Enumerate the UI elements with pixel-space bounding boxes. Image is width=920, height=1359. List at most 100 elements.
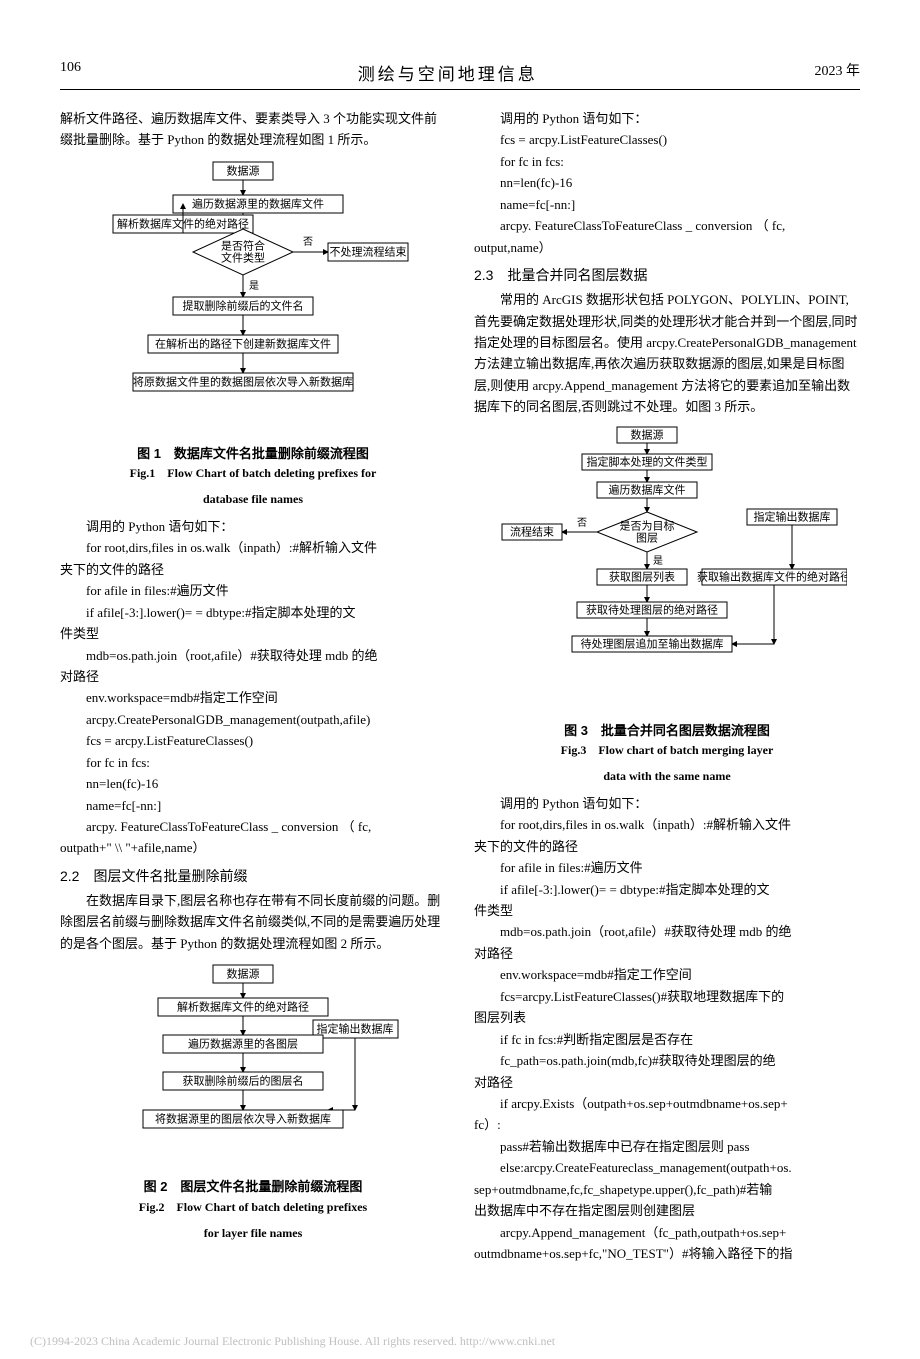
code1-l8: for fc in fcs: — [60, 752, 446, 773]
figure-3-flowchart: 数据源 指定脚本处理的文件类型 遍历数据库文件 是否为目标 图层 否 流程结束 … — [487, 424, 847, 714]
code1-l3b: 件类型 — [60, 623, 446, 644]
svg-text:获取删除前缀后的图层名: 获取删除前缀后的图层名 — [183, 1074, 304, 1088]
c3-l6b: 图层列表 — [474, 1007, 860, 1028]
svg-text:获取输出数据库文件的绝对路径: 获取输出数据库文件的绝对路径 — [697, 569, 847, 583]
svg-text:数据源: 数据源 — [227, 163, 260, 177]
section-2-2-heading: 2.2 图层文件名批量删除前缀 — [60, 865, 446, 888]
fig3-caption-en1: Fig.3 Flow chart of batch merging layer — [474, 741, 860, 761]
rc-l3: nn=len(fc)-16 — [474, 172, 860, 193]
code1-l5: env.workspace=mdb#指定工作空间 — [60, 687, 446, 708]
code1-l1b: 夹下的文件的路径 — [60, 559, 446, 580]
svg-text:否: 否 — [577, 517, 587, 529]
c3-l5: env.workspace=mdb#指定工作空间 — [474, 964, 860, 985]
fig1-caption-en2: database file names — [60, 490, 446, 510]
c3-l4: mdb=os.path.join（root,afile）#获取待处理 mdb 的… — [474, 921, 860, 942]
svg-text:遍历数据库文件: 遍历数据库文件 — [609, 482, 686, 496]
right-column: 调用的 Python 语句如下： fcs = arcpy.ListFeature… — [474, 108, 860, 1264]
fig2-caption-en2: for layer file names — [60, 1224, 446, 1244]
figure-2-flowchart: 数据源 解析数据库文件的绝对路径 指定输出数据库 遍历数据源里的各图层 获取删除… — [103, 960, 403, 1170]
p22: 在数据库目录下,图层名称也存在带有不同长度前缀的问题。删除图层名前缀与删除数据库… — [60, 890, 446, 954]
figure-1-flowchart: 数据源 遍历数据源里的数据库文件 解析数据库文件的绝对路径 是否符合 文件类型 … — [93, 157, 413, 437]
journal-title: 测绘与空间地理信息 — [358, 60, 538, 85]
c3-l2: for afile in files:#遍历文件 — [474, 857, 860, 878]
svg-text:是: 是 — [653, 555, 663, 567]
c3-l3: if afile[-3:].lower()= = dbtype:#指定脚本处理的… — [474, 879, 860, 900]
svg-text:不处理流程结束: 不处理流程结束 — [330, 244, 407, 258]
c3-l12b: outmdbname+os.sep+fc,"NO_TEST"）#将输入路径下的指 — [474, 1243, 860, 1264]
svg-text:将数据源里的图层依次导入新数据库: 将数据源里的图层依次导入新数据库 — [155, 1112, 331, 1126]
fig2-caption-en1: Fig.2 Flow Chart of batch deleting prefi… — [60, 1198, 446, 1218]
svg-text:指定输出数据库: 指定输出数据库 — [317, 1022, 394, 1036]
c3-l0: 调用的 Python 语句如下： — [474, 793, 860, 814]
svg-text:在解析出的路径下创建新数据库文件: 在解析出的路径下创建新数据库文件 — [155, 336, 331, 350]
c3-l11c: 出数据库中不存在指定图层则创建图层 — [474, 1200, 860, 1221]
rc-l2: for fc in fcs: — [474, 151, 860, 172]
svg-text:遍历数据源里的各图层: 遍历数据源里的各图层 — [188, 1037, 298, 1051]
svg-text:遍历数据源里的数据库文件: 遍历数据源里的数据库文件 — [192, 196, 324, 210]
page-number: 106 — [60, 60, 81, 85]
page-header: 106 测绘与空间地理信息 2023 年 — [60, 60, 860, 90]
code1-l4: mdb=os.path.join（root,afile）#获取待处理 mdb 的… — [60, 645, 446, 666]
svg-text:否: 否 — [303, 236, 313, 248]
code1-l1: for root,dirs,files in os.walk（inpath）:#… — [60, 537, 446, 558]
fig3-caption-cn: 图 3 批量合并同名图层数据流程图 — [474, 720, 860, 741]
rc-l0: 调用的 Python 语句如下： — [474, 108, 860, 129]
fig3-caption-en2: data with the same name — [474, 767, 860, 787]
rc-l5: arcpy. FeatureClassToFeatureClass _ conv… — [474, 215, 860, 236]
svg-text:待处理图层追加至输出数据库: 待处理图层追加至输出数据库 — [581, 636, 724, 650]
svg-text:是否为目标: 是否为目标 — [620, 518, 675, 532]
code1-l0: 调用的 Python 语句如下： — [60, 516, 446, 537]
page-container: 106 测绘与空间地理信息 2023 年 解析文件路径、遍历数据库文件、要素类导… — [0, 0, 920, 1304]
c3-l11: else:arcpy.CreateFeatureclass_management… — [474, 1157, 860, 1178]
svg-text:流程结束: 流程结束 — [510, 524, 554, 538]
svg-text:数据源: 数据源 — [227, 967, 260, 981]
code1-l3: if afile[-3:].lower()= = dbtype:#指定脚本处理的… — [60, 602, 446, 623]
svg-text:数据源: 数据源 — [631, 427, 664, 441]
c3-l9: if arcpy.Exists（outpath+os.sep+outmdbnam… — [474, 1093, 860, 1114]
svg-text:解析数据库文件的绝对路径: 解析数据库文件的绝对路径 — [177, 1000, 309, 1014]
code1-l11b: outpath+" \\ "+afile,name） — [60, 837, 446, 858]
c3-l8: fc_path=os.path.join(mdb,fc)#获取待处理图层的绝 — [474, 1050, 860, 1071]
rc-l1: fcs = arcpy.ListFeatureClasses() — [474, 129, 860, 150]
svg-text:获取待处理图层的绝对路径: 获取待处理图层的绝对路径 — [586, 602, 718, 616]
c3-l10: pass#若输出数据库中已存在指定图层则 pass — [474, 1136, 860, 1157]
fig2-caption-cn: 图 2 图层文件名批量删除前缀流程图 — [60, 1176, 446, 1197]
c3-l1: for root,dirs,files in os.walk（inpath）:#… — [474, 814, 860, 835]
fig1-caption-cn: 图 1 数据库文件名批量删除前缀流程图 — [60, 443, 446, 464]
svg-text:将原数据文件里的数据图层依次导入新数据库: 将原数据文件里的数据图层依次导入新数据库 — [133, 374, 353, 388]
code1-l9: nn=len(fc)-16 — [60, 773, 446, 794]
rc-l5b: output,name） — [474, 237, 860, 258]
svg-text:获取图层列表: 获取图层列表 — [609, 569, 675, 583]
code1-l2: for afile in files:#遍历文件 — [60, 580, 446, 601]
fig1-caption-en1: Fig.1 Flow Chart of batch deleting prefi… — [60, 464, 446, 484]
svg-text:是: 是 — [249, 280, 259, 292]
c3-l12: arcpy.Append_management（fc_path,outpath+… — [474, 1222, 860, 1243]
svg-text:指定脚本处理的文件类型: 指定脚本处理的文件类型 — [587, 454, 708, 468]
c3-l8b: 对路径 — [474, 1072, 860, 1093]
c3-l11b: sep+outmdbname,fc,fc_shapetype.upper(),f… — [474, 1179, 860, 1200]
code1-l11: arcpy. FeatureClassToFeatureClass _ conv… — [60, 816, 446, 837]
two-column-layout: 解析文件路径、遍历数据库文件、要素类导入 3 个功能实现文件前缀批量删除。基于 … — [60, 108, 860, 1264]
c3-l9b: fc）: — [474, 1114, 860, 1135]
code1-l10: name=fc[-nn:] — [60, 795, 446, 816]
year-label: 2023 年 — [815, 60, 861, 85]
c3-l6: fcs=arcpy.ListFeatureClasses()#获取地理数据库下的 — [474, 986, 860, 1007]
c3-l1b: 夹下的文件的路径 — [474, 836, 860, 857]
intro-para: 解析文件路径、遍历数据库文件、要素类导入 3 个功能实现文件前缀批量删除。基于 … — [60, 108, 446, 151]
rc-l4: name=fc[-nn:] — [474, 194, 860, 215]
c3-l4b: 对路径 — [474, 943, 860, 964]
p23: 常用的 ArcGIS 数据形状包括 POLYGON、POLYLIN、POINT,… — [474, 289, 860, 418]
c3-l3b: 件类型 — [474, 900, 860, 921]
svg-text:图层: 图层 — [636, 531, 658, 544]
code1-l6: arcpy.CreatePersonalGDB_management(outpa… — [60, 709, 446, 730]
svg-text:提取删除前缀后的文件名: 提取删除前缀后的文件名 — [183, 298, 304, 312]
svg-text:指定输出数据库: 指定输出数据库 — [754, 509, 831, 523]
left-column: 解析文件路径、遍历数据库文件、要素类导入 3 个功能实现文件前缀批量删除。基于 … — [60, 108, 446, 1264]
code1-l4b: 对路径 — [60, 666, 446, 687]
svg-text:是否符合: 是否符合 — [221, 238, 265, 252]
svg-text:文件类型: 文件类型 — [221, 250, 265, 264]
section-2-3-heading: 2.3 批量合并同名图层数据 — [474, 264, 860, 287]
c3-l7: if fc in fcs:#判断指定图层是否存在 — [474, 1029, 860, 1050]
code1-l7: fcs = arcpy.ListFeatureClasses() — [60, 730, 446, 751]
footer-copyright: (C)1994-2023 China Academic Journal Elec… — [0, 1304, 920, 1359]
